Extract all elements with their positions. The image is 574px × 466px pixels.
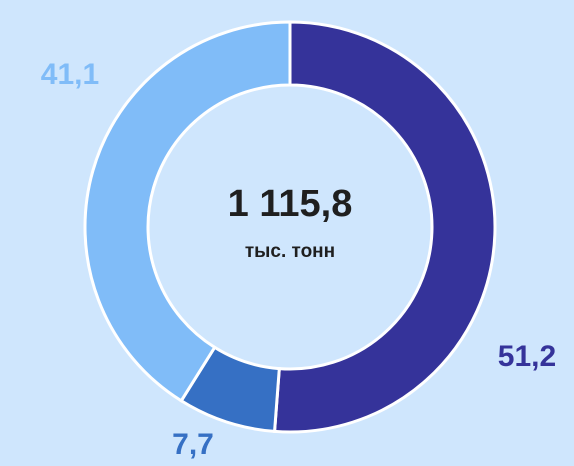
data-label: 7,7: [172, 428, 214, 461]
donut-segment: [272, 20, 497, 434]
donut-segment: [83, 20, 292, 403]
data-label: 51,2: [498, 340, 556, 373]
data-label: 41,1: [41, 58, 99, 91]
center-unit: тыс. тонн: [245, 241, 335, 262]
center-total: 1 115,8: [228, 183, 353, 225]
